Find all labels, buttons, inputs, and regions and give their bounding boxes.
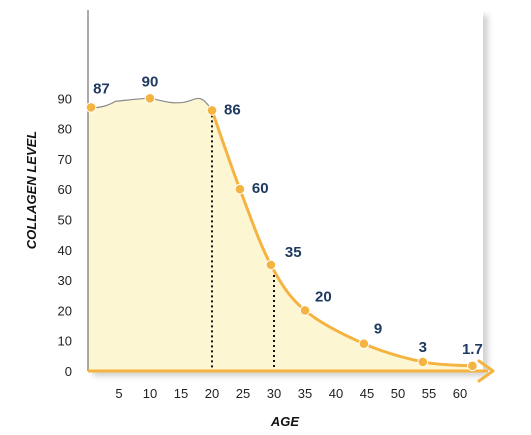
- data-label: 35: [285, 244, 302, 261]
- tick-labels: 5 10 15 20 25 30 35 40 45 50 55 60 0 10 20 30 40 50 60 70 80…: [58, 91, 468, 401]
- x-tick-label: 30: [267, 386, 281, 401]
- data-points: [85, 93, 478, 372]
- data-point: [417, 356, 429, 368]
- area-fill: [88, 98, 473, 372]
- data-label: 20: [315, 288, 332, 305]
- y-tick-label: 10: [58, 334, 72, 349]
- data-point: [467, 360, 478, 372]
- x-tick-label: 20: [205, 386, 219, 401]
- axes: [87, 10, 495, 383]
- data-point: [234, 183, 246, 195]
- data-point: [206, 105, 218, 116]
- data-point: [144, 93, 156, 104]
- data-point: [85, 102, 97, 113]
- x-tick-label: 55: [422, 386, 436, 401]
- x-axis-title: AGE: [270, 414, 300, 429]
- y-tick-label: 60: [58, 182, 72, 197]
- y-tick-label: 40: [58, 243, 72, 258]
- data-label: 87: [93, 80, 110, 97]
- data-point: [299, 305, 311, 316]
- x-tick-label: 10: [143, 386, 157, 401]
- data-label: 9: [374, 321, 382, 338]
- data-label: 60: [252, 180, 269, 197]
- data-label: 90: [142, 73, 159, 90]
- y-tick-label: 0: [65, 364, 72, 379]
- data-label: 3: [419, 339, 427, 356]
- y-tick-label: 70: [58, 152, 72, 167]
- data-labels: 87 90 86 60 35 20 9 3 1.7: [93, 73, 483, 358]
- x-tick-label: 15: [174, 386, 188, 401]
- data-point: [358, 338, 370, 350]
- data-label: 86: [224, 101, 241, 118]
- y-tick-label: 50: [58, 213, 72, 228]
- reference-lines: [211, 110, 275, 371]
- x-tick-label: 50: [391, 386, 405, 401]
- x-tick-label: 60: [453, 386, 467, 401]
- data-label: 1.7: [462, 341, 483, 358]
- area-layer: [88, 98, 473, 372]
- x-tick-label: 35: [298, 386, 312, 401]
- x-tick-label: 25: [236, 386, 250, 401]
- y-axis-title: COLLAGEN LEVEL: [24, 131, 39, 250]
- data-point: [265, 259, 277, 271]
- x-tick-label: 5: [115, 386, 122, 401]
- y-tick-label: 90: [58, 91, 72, 106]
- x-tick-label: 40: [329, 386, 343, 401]
- x-axis-arrow-icon: [477, 359, 495, 383]
- y-tick-label: 20: [58, 303, 72, 318]
- x-tick-label: 45: [360, 386, 374, 401]
- y-tick-label: 80: [58, 122, 72, 137]
- y-tick-label: 30: [58, 273, 72, 288]
